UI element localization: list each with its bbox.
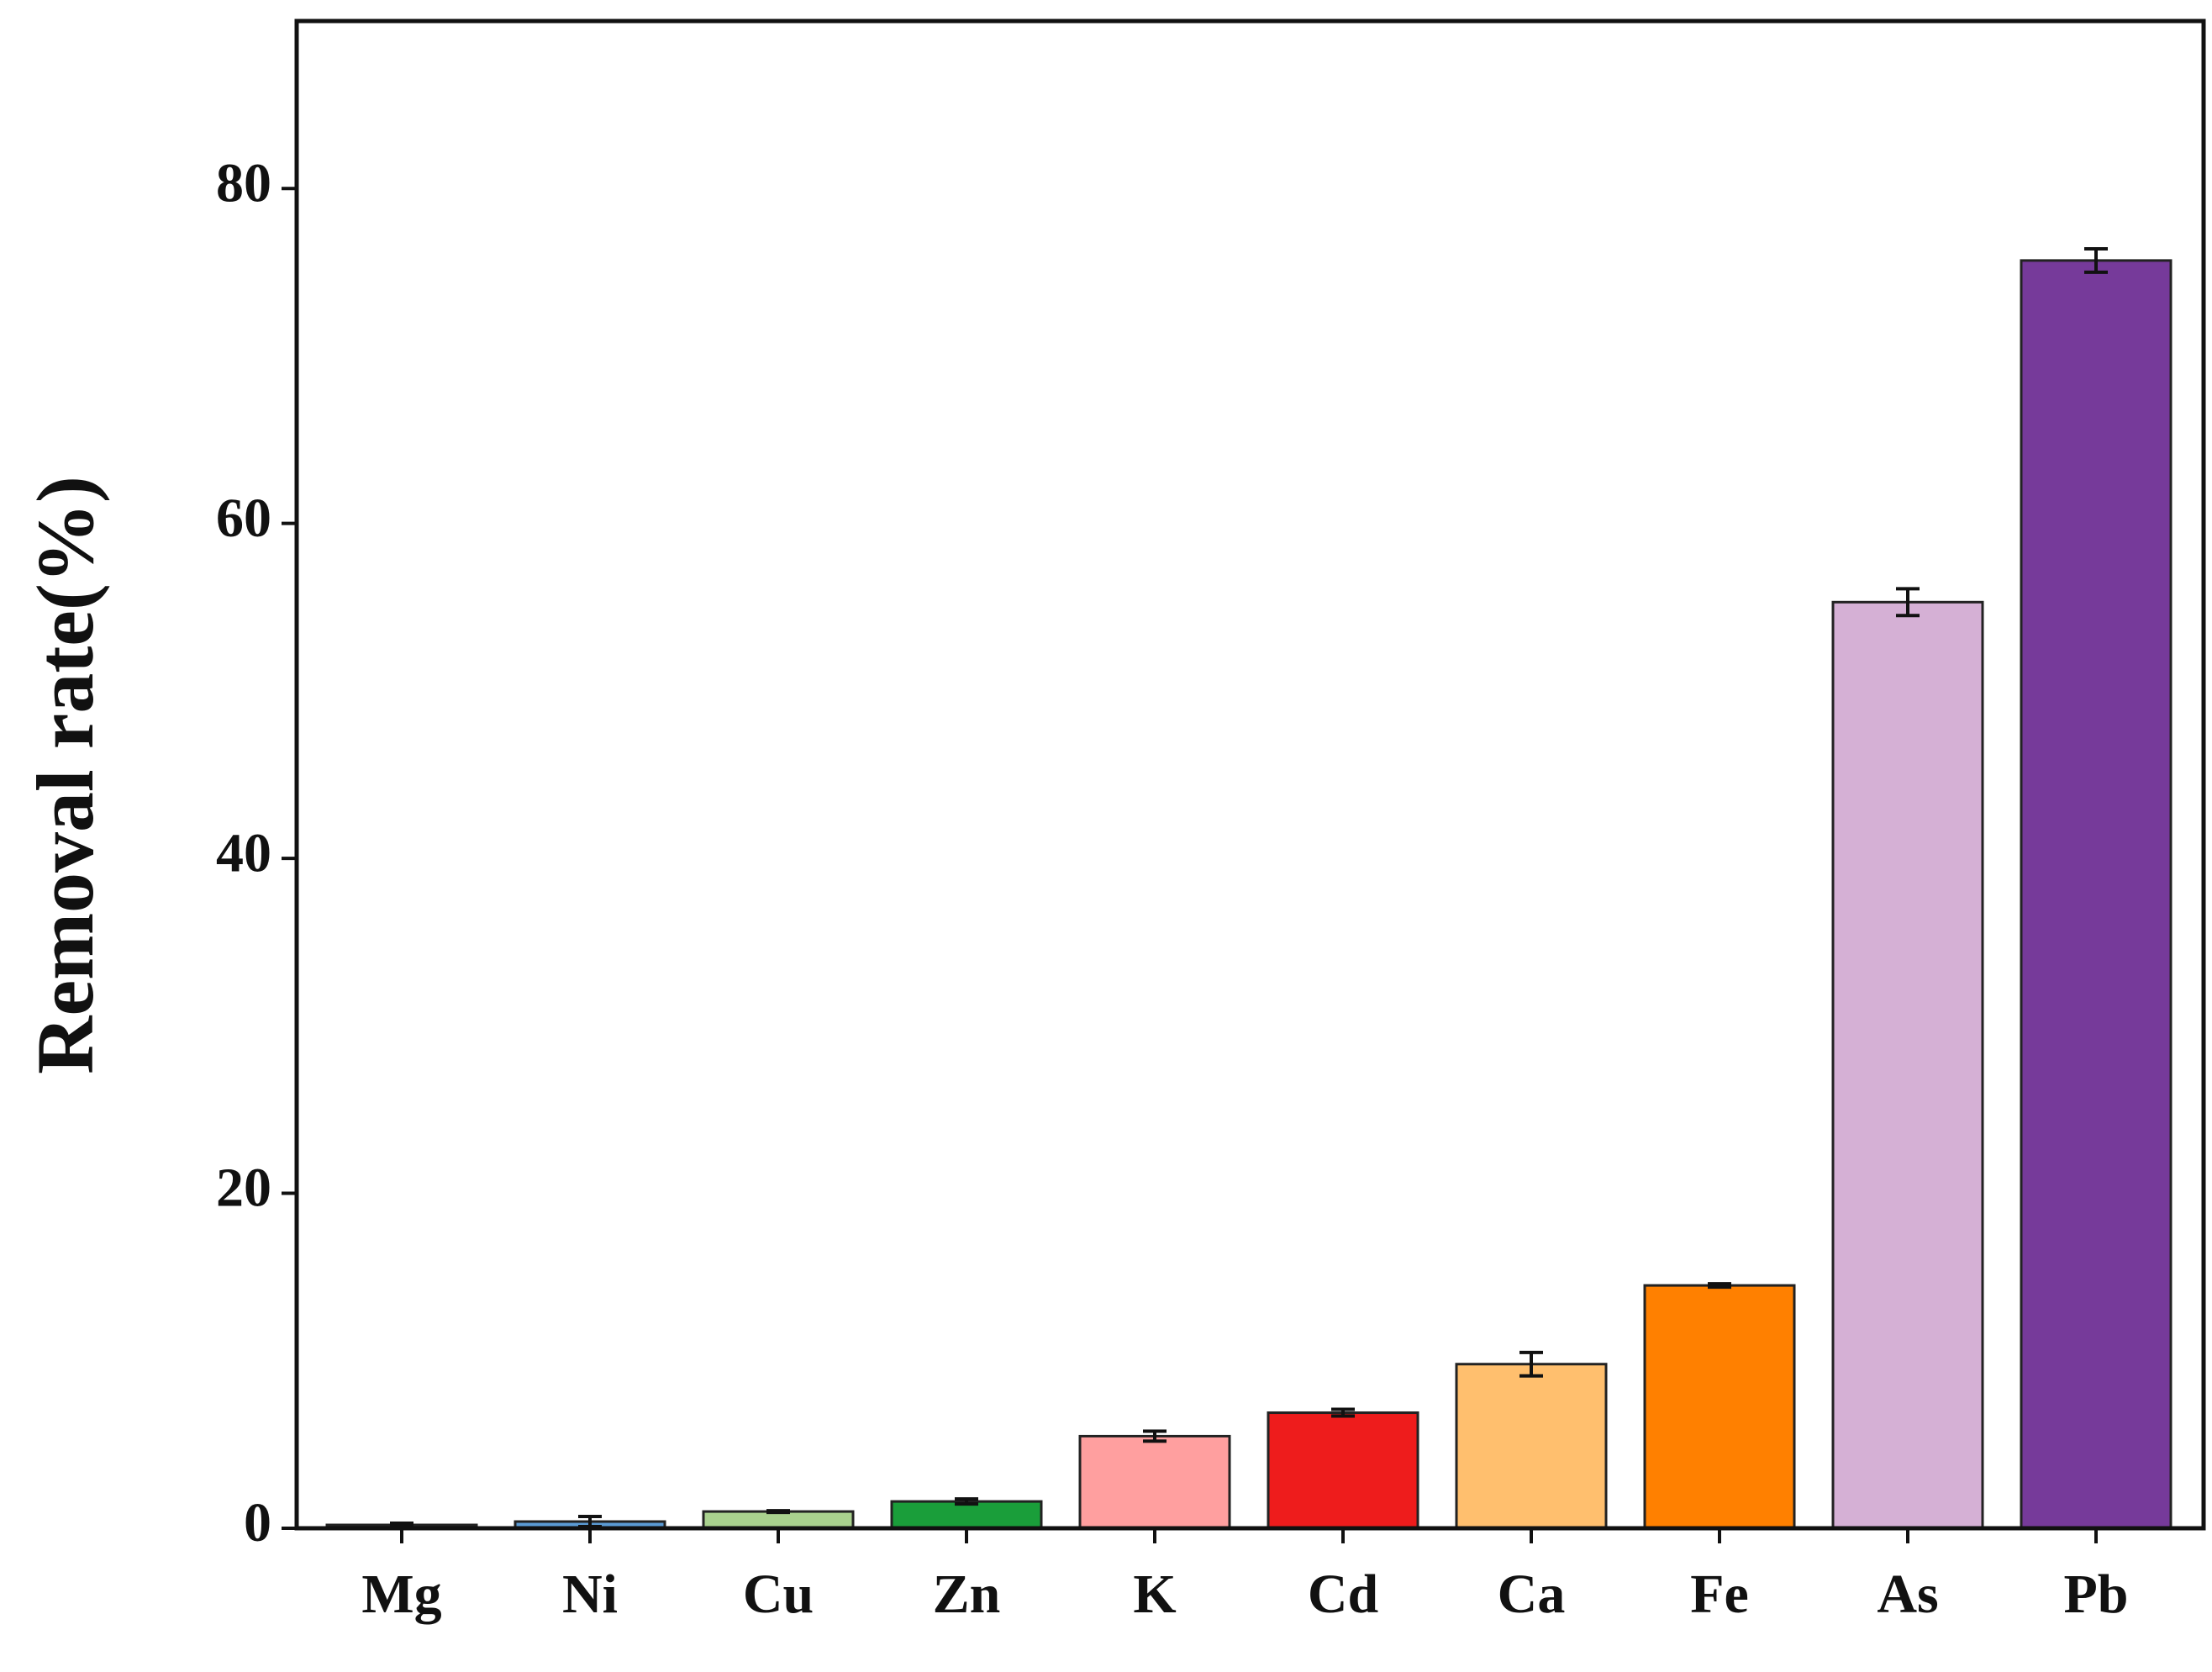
x-tick-label: Ni [562, 1564, 618, 1625]
bar [1078, 1434, 1231, 1530]
y-axis-label: Removal rate(%) [20, 476, 110, 1074]
x-tick-label: Ca [1498, 1564, 1566, 1625]
y-tick-label: 20 [216, 1158, 271, 1219]
error-bar [1896, 587, 1920, 618]
plot-frame [294, 18, 2206, 1531]
x-tick-label: Cu [743, 1564, 814, 1625]
error-bar [766, 1509, 790, 1515]
x-tick-label: Fe [1690, 1564, 1749, 1625]
bar [2020, 259, 2172, 1530]
error-bar [1519, 1350, 1543, 1378]
bar [1831, 600, 1984, 1530]
x-tick-label: Cd [1308, 1564, 1378, 1625]
x-tick-label: Zn [933, 1564, 1001, 1625]
bar [1267, 1411, 1419, 1530]
y-tick-label: 80 [216, 152, 271, 214]
error-bar [390, 1522, 413, 1529]
x-tick-label: Pb [2063, 1564, 2128, 1625]
error-bar [955, 1497, 978, 1506]
error-bar [1708, 1282, 1731, 1290]
y-tick-label: 40 [216, 822, 271, 883]
error-bar [1331, 1407, 1355, 1418]
error-bar [2084, 246, 2108, 274]
x-tick-label: Mg [361, 1564, 441, 1625]
x-tick-label: K [1133, 1564, 1176, 1625]
error-bar [1143, 1429, 1167, 1443]
y-tick-label: 0 [244, 1492, 271, 1553]
y-tick-label: 60 [216, 488, 271, 549]
x-tick-label: As [1877, 1564, 1938, 1625]
bar [1643, 1284, 1796, 1530]
bar [1455, 1363, 1608, 1530]
